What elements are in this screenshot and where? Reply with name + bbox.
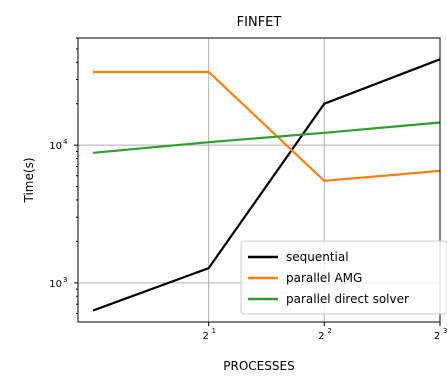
x-tick-exponent: 2 bbox=[327, 327, 331, 335]
x-tick-exponent: 1 bbox=[212, 327, 216, 335]
chart-title: FINFET bbox=[237, 15, 282, 30]
y-tick-label: 10 bbox=[49, 141, 62, 152]
legend: sequential parallel AMG parallel direct so… bbox=[240, 240, 447, 315]
y-tick-exponent: 3 bbox=[63, 276, 67, 284]
legend-label: parallel direct solver bbox=[286, 292, 409, 306]
plot-frame bbox=[77, 37, 441, 323]
x-axis-label: PROCESSES bbox=[223, 359, 294, 373]
series-line-parallel-AMG bbox=[93, 70, 440, 183]
x-tick-label: 2 bbox=[434, 331, 440, 342]
y-axis-label: Time(s) bbox=[22, 158, 36, 204]
legend-label: sequential bbox=[286, 250, 349, 264]
legend-box bbox=[240, 240, 447, 315]
x-tick-exponent: 3 bbox=[443, 327, 447, 335]
series-line-parallel-direct-solver bbox=[92, 121, 440, 154]
legend-label: parallel AMG bbox=[286, 271, 362, 285]
series-lines bbox=[92, 58, 440, 312]
x-tick-label: 2 bbox=[202, 331, 208, 342]
y-tick-label: 10 bbox=[49, 279, 62, 290]
x-tick-label: 2 bbox=[318, 331, 324, 342]
y-tick-exponent: 4 bbox=[63, 138, 68, 146]
series-line-sequential bbox=[92, 58, 440, 312]
